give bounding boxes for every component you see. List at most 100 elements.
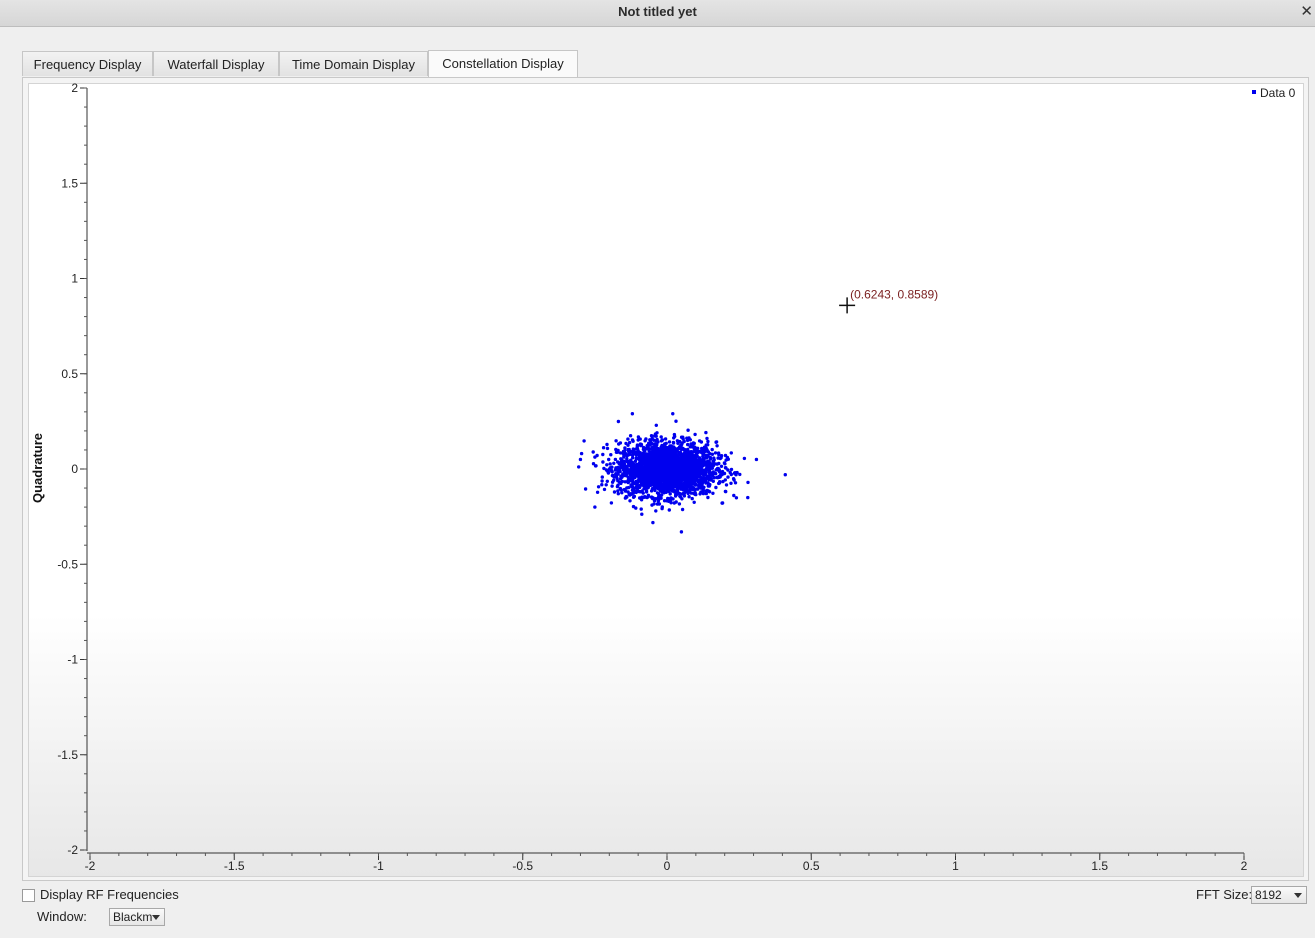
- data-point: [694, 487, 698, 491]
- data-point: [646, 493, 651, 497]
- data-point: [658, 485, 662, 490]
- y-tick-label: -1: [67, 653, 78, 667]
- data-point: [674, 419, 678, 423]
- data-point: [639, 443, 643, 448]
- data-point: [706, 477, 710, 481]
- data-point: [652, 497, 657, 501]
- data-point: [706, 489, 710, 493]
- data-point: [686, 459, 691, 463]
- data-point: [611, 473, 615, 478]
- data-point: [610, 480, 615, 484]
- data-point: [705, 454, 709, 458]
- data-point: [673, 461, 678, 465]
- data-point: [620, 479, 624, 484]
- data-point: [672, 432, 677, 437]
- data-point: [642, 452, 647, 456]
- data-point: [612, 461, 616, 465]
- data-point: [729, 467, 734, 472]
- data-point: [626, 490, 630, 494]
- window-select[interactable]: Blackm: [109, 908, 165, 926]
- data-point: [680, 442, 684, 446]
- data-point: [626, 437, 630, 441]
- data-point: [631, 447, 635, 451]
- x-tick-label: 1: [952, 859, 959, 873]
- data-point: [605, 463, 609, 467]
- data-point: [632, 489, 637, 493]
- data-point: [600, 479, 604, 483]
- data-point: [614, 439, 618, 443]
- data-point: [654, 459, 659, 463]
- data-point: [625, 486, 629, 490]
- data-point: [661, 459, 665, 463]
- data-point: [607, 457, 611, 462]
- data-point: [616, 419, 621, 424]
- data-point: [692, 500, 696, 504]
- data-point: [660, 438, 665, 442]
- data-point: [712, 458, 716, 462]
- data-point: [687, 495, 691, 499]
- data-point: [690, 463, 694, 467]
- data-point: [703, 479, 708, 483]
- data-point: [678, 495, 683, 499]
- data-point: [671, 412, 675, 416]
- data-point: [616, 479, 620, 483]
- data-point: [732, 478, 736, 482]
- data-point: [663, 467, 668, 471]
- data-point: [632, 472, 636, 476]
- tab-waterfall-display[interactable]: Waterfall Display: [153, 51, 279, 76]
- x-tick-label: 2: [1241, 859, 1248, 873]
- data-point: [689, 467, 693, 471]
- data-point: [669, 476, 674, 481]
- data-point: [654, 509, 658, 513]
- data-point: [683, 477, 687, 481]
- data-point: [703, 446, 707, 450]
- data-point: [636, 465, 641, 469]
- data-point: [715, 444, 719, 448]
- x-tick-label: 1.5: [1091, 859, 1108, 873]
- data-point: [696, 446, 700, 450]
- data-point: [640, 496, 644, 500]
- tab-time-domain-display[interactable]: Time Domain Display: [279, 51, 428, 76]
- x-tick-label: 0: [664, 859, 671, 873]
- y-tick-label: 1.5: [61, 176, 78, 190]
- data-point: [645, 465, 649, 469]
- data-point: [616, 465, 620, 470]
- data-point: [617, 442, 621, 446]
- data-point: [642, 447, 647, 451]
- data-point: [659, 435, 663, 439]
- data-point: [647, 449, 651, 453]
- title-bar: Not titled yet ✕: [0, 0, 1315, 27]
- data-point: [682, 462, 687, 466]
- data-point: [631, 456, 635, 460]
- data-point: [720, 469, 725, 474]
- data-point: [658, 450, 662, 455]
- data-point: [673, 478, 677, 483]
- data-point: [655, 456, 660, 460]
- data-point: [667, 471, 671, 476]
- data-point: [667, 440, 672, 444]
- window-select-value: Blackm: [113, 910, 153, 924]
- data-point: [623, 480, 627, 484]
- fft-size-select[interactable]: 8192: [1251, 886, 1307, 904]
- data-point: [664, 461, 669, 465]
- legend-marker: [1252, 90, 1256, 94]
- data-point: [613, 457, 618, 462]
- data-point: [619, 488, 623, 492]
- display-rf-frequencies-checkbox[interactable]: [22, 889, 35, 902]
- data-point: [698, 460, 702, 464]
- data-point: [652, 485, 657, 490]
- fft-size-select-value: 8192: [1255, 888, 1282, 902]
- x-tick-label: -1: [373, 859, 384, 873]
- data-point: [678, 459, 682, 463]
- tab-frequency-display[interactable]: Frequency Display: [22, 51, 153, 76]
- data-point: [649, 473, 654, 477]
- data-point: [688, 438, 692, 442]
- data-point: [702, 485, 706, 489]
- data-point: [623, 446, 627, 450]
- data-point: [601, 452, 605, 457]
- tab-constellation-display[interactable]: Constellation Display: [428, 50, 578, 77]
- data-point: [671, 453, 676, 457]
- data-point: [632, 467, 636, 471]
- close-icon[interactable]: ✕: [1300, 3, 1313, 20]
